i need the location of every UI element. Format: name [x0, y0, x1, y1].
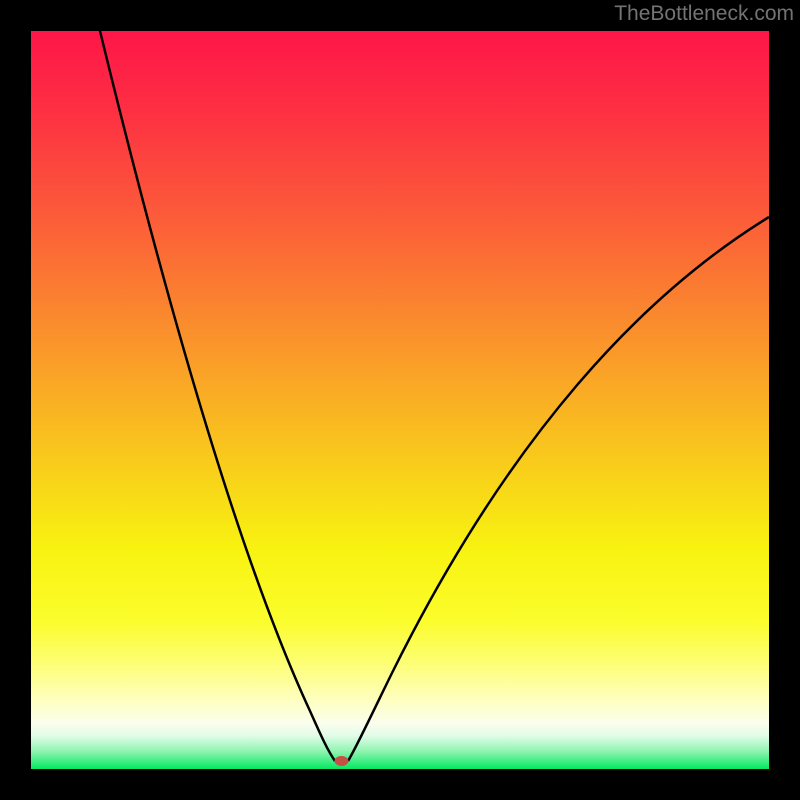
watermark-text: TheBottleneck.com — [614, 2, 794, 26]
chart-container: TheBottleneck.com — [0, 0, 800, 800]
chart-svg — [0, 0, 800, 800]
minimum-marker — [335, 756, 349, 766]
